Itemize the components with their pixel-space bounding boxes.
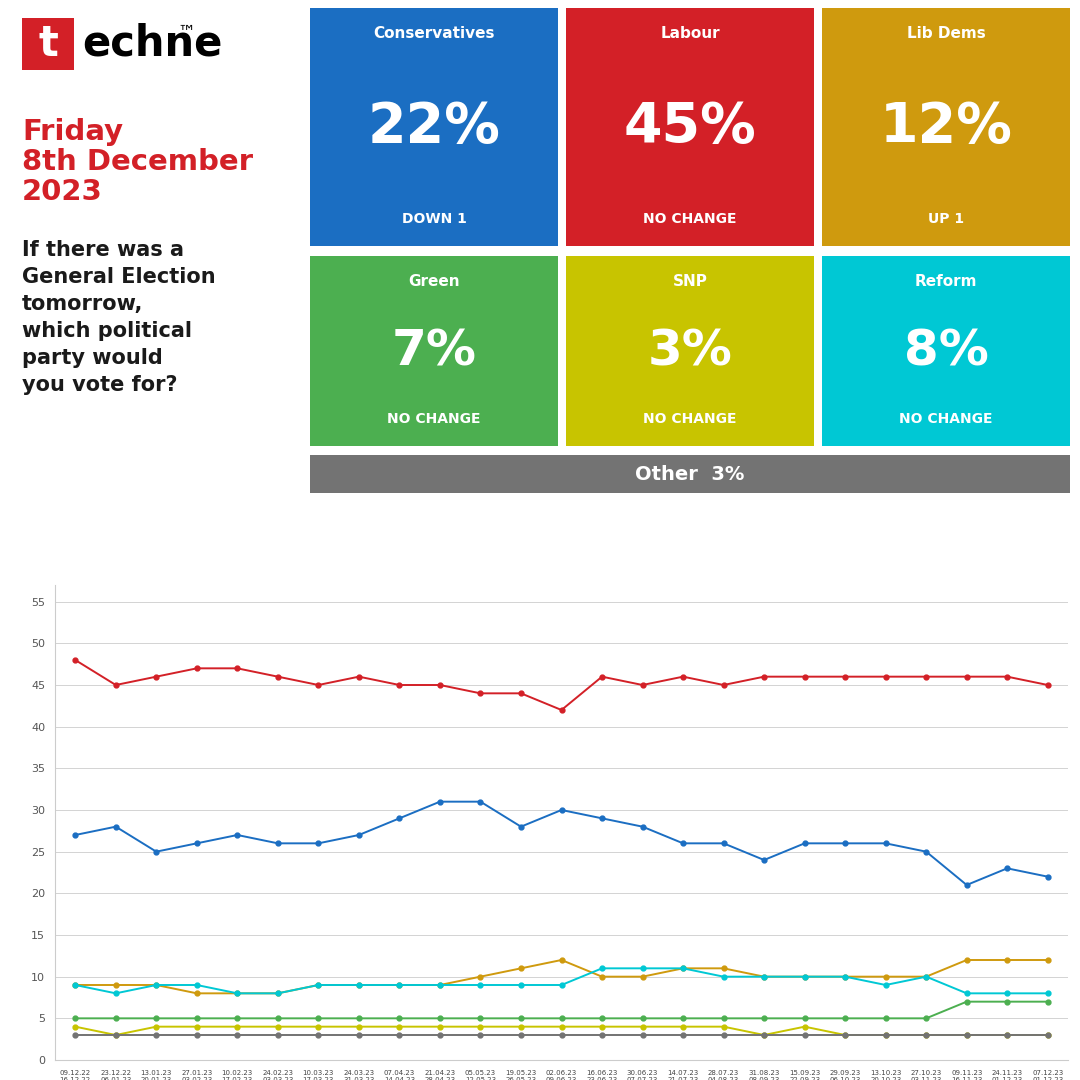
Text: which political: which political — [22, 321, 192, 341]
Text: ™: ™ — [177, 24, 195, 42]
Text: SNP: SNP — [673, 274, 707, 289]
Text: Conservatives: Conservatives — [374, 26, 495, 41]
FancyBboxPatch shape — [566, 8, 814, 246]
Text: 2023: 2023 — [22, 178, 103, 206]
Text: 8%: 8% — [904, 327, 988, 375]
Text: 3%: 3% — [648, 327, 732, 375]
Text: Labour: Labour — [660, 26, 719, 41]
Text: 7%: 7% — [391, 327, 476, 375]
Text: Green: Green — [408, 274, 460, 289]
Text: 45%: 45% — [623, 100, 756, 154]
Text: 12%: 12% — [879, 100, 1012, 154]
FancyBboxPatch shape — [822, 8, 1070, 246]
Text: Friday: Friday — [22, 118, 123, 146]
Text: NO CHANGE: NO CHANGE — [644, 212, 737, 226]
Text: Reform: Reform — [915, 274, 977, 289]
FancyBboxPatch shape — [310, 455, 1070, 492]
FancyBboxPatch shape — [310, 8, 558, 246]
Text: NO CHANGE: NO CHANGE — [388, 411, 481, 426]
Text: UP 1: UP 1 — [928, 212, 964, 226]
Text: If there was a: If there was a — [22, 240, 184, 260]
Text: 22%: 22% — [367, 100, 500, 154]
Text: Lib Dems: Lib Dems — [906, 26, 985, 41]
Text: echne: echne — [82, 23, 222, 65]
Text: tomorrow,: tomorrow, — [22, 294, 144, 314]
Text: General Election: General Election — [22, 267, 216, 287]
Text: t: t — [38, 23, 58, 65]
FancyBboxPatch shape — [566, 256, 814, 446]
Text: party would: party would — [22, 348, 163, 368]
Text: DOWN 1: DOWN 1 — [402, 212, 467, 226]
Text: 8th December: 8th December — [22, 148, 253, 176]
Text: you vote for?: you vote for? — [22, 375, 177, 395]
Text: NO CHANGE: NO CHANGE — [644, 411, 737, 426]
FancyBboxPatch shape — [310, 256, 558, 446]
FancyBboxPatch shape — [22, 18, 75, 70]
Text: Other  3%: Other 3% — [635, 464, 745, 484]
Text: NO CHANGE: NO CHANGE — [900, 411, 993, 426]
FancyBboxPatch shape — [822, 256, 1070, 446]
